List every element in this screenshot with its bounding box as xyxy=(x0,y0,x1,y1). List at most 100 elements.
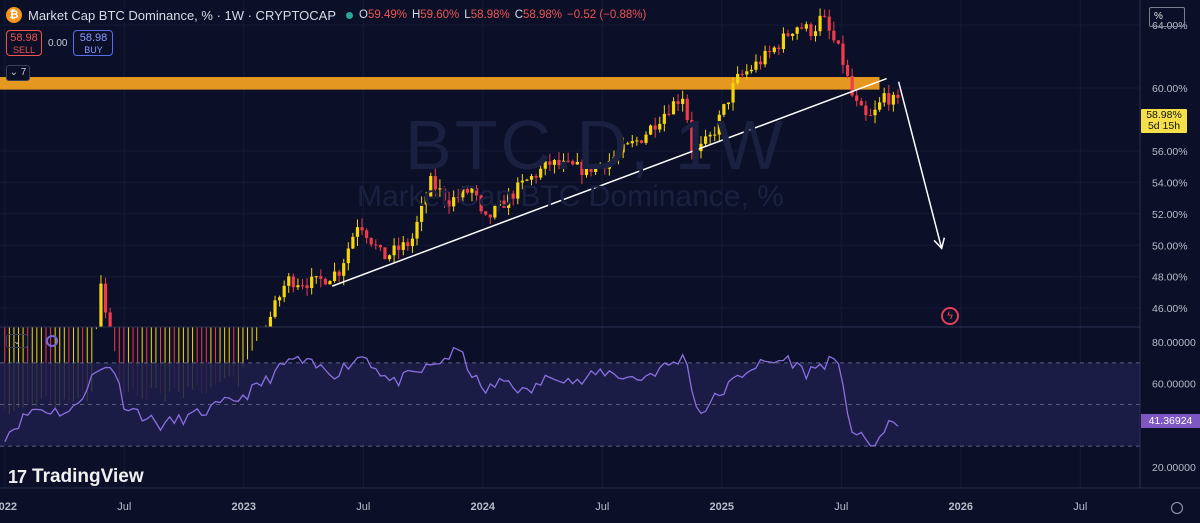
time-tick-label: 2022 xyxy=(0,501,17,513)
candle-body xyxy=(644,134,648,143)
candle-body xyxy=(882,93,886,103)
candle-body xyxy=(896,94,900,98)
candle-body xyxy=(479,195,483,212)
candle-body xyxy=(456,197,460,199)
candle-body xyxy=(502,200,506,208)
candle-body xyxy=(832,30,836,41)
candle-body xyxy=(374,244,378,246)
candle-body xyxy=(369,237,373,245)
candle-body xyxy=(703,136,708,144)
candle-body xyxy=(813,31,818,37)
candle-body xyxy=(328,280,332,285)
candle-body xyxy=(305,285,309,289)
candle-body xyxy=(543,161,547,169)
candle-body xyxy=(708,134,712,137)
indicator-settings-icon[interactable] xyxy=(46,335,58,347)
scale-percent-button[interactable]: % xyxy=(1149,7,1185,27)
candle-body xyxy=(429,175,433,197)
candle-body xyxy=(745,71,749,75)
trade-panel: 58.98 SELL 0.00 58.98 BUY xyxy=(6,30,114,56)
candle-body xyxy=(607,160,611,169)
candle-body xyxy=(520,180,524,183)
candle-body xyxy=(768,50,772,53)
drawings xyxy=(331,77,946,287)
candle-body xyxy=(296,285,300,288)
candle-body xyxy=(754,61,758,70)
last-price-label: 58.98% 5d 15h xyxy=(1141,109,1187,133)
candle-body xyxy=(488,214,492,218)
candle-body xyxy=(410,238,415,247)
chevron-down-icon[interactable]: ⌄ xyxy=(6,334,28,348)
candle-body xyxy=(878,102,882,110)
candle-body xyxy=(355,227,360,237)
candle-body xyxy=(365,230,369,238)
projection-arrow-head xyxy=(933,237,946,250)
candle-body xyxy=(868,115,873,117)
candle-body xyxy=(552,159,557,165)
time-tick-label: 2025 xyxy=(710,501,734,513)
rsi-value-label: 41.36924 xyxy=(1141,414,1200,428)
time-tick-label: Jul xyxy=(1073,501,1087,513)
clock-icon[interactable] xyxy=(1171,502,1183,514)
candle-body xyxy=(887,93,891,105)
candle-body xyxy=(99,283,103,327)
candles xyxy=(4,8,900,414)
price-tick-label: 56.00% xyxy=(1152,146,1188,158)
market-status-icon xyxy=(346,11,353,19)
candle-body xyxy=(351,236,355,249)
candle-body xyxy=(649,125,653,135)
candle-body xyxy=(694,151,699,153)
candle-body xyxy=(277,297,282,301)
candle-body xyxy=(653,125,657,130)
candle-body xyxy=(493,205,497,218)
candle-body xyxy=(507,193,511,208)
candle-body xyxy=(800,27,804,29)
candle-body xyxy=(713,134,717,136)
candle-body xyxy=(332,271,337,281)
candle-body xyxy=(273,300,277,317)
watermark-symbol: BTC.D, 1W xyxy=(405,106,786,184)
sell-button[interactable]: 58.98 SELL xyxy=(6,30,42,56)
candle-body xyxy=(406,242,410,247)
candle-body xyxy=(639,140,644,143)
candle-body xyxy=(635,140,639,142)
candle-body xyxy=(401,242,405,250)
candle-body xyxy=(749,69,753,72)
candle-body xyxy=(397,245,401,250)
rsi-tick-label: 80.00000 xyxy=(1152,337,1196,349)
candle-body xyxy=(804,24,808,29)
candle-body xyxy=(571,160,575,165)
bitcoin-icon: ₿ xyxy=(6,7,22,23)
candle-body xyxy=(346,248,350,264)
candle-body xyxy=(630,141,634,144)
candle-body xyxy=(763,50,767,65)
time-tick-label: 2023 xyxy=(232,501,256,513)
price-tick-label: 52.00% xyxy=(1152,209,1188,221)
candle-body xyxy=(598,164,602,166)
symbol-title[interactable]: Market Cap BTC Dominance, % · 1W · CRYPT… xyxy=(28,7,336,23)
candle-body xyxy=(621,144,625,153)
time-tick-label: 2024 xyxy=(471,501,496,513)
candle-body xyxy=(529,175,534,180)
candle-body xyxy=(584,164,589,176)
candle-body xyxy=(438,188,442,190)
candle-body xyxy=(667,113,671,115)
candle-body xyxy=(378,245,382,248)
candle-body xyxy=(850,75,854,96)
candle-body xyxy=(612,157,616,161)
candle-body xyxy=(433,175,437,190)
rsi-controls: ⌄ xyxy=(6,334,58,348)
indicator-toggle-button[interactable]: ⌄ 7 xyxy=(6,65,30,81)
rsi-series-line xyxy=(4,346,899,447)
candle-body xyxy=(300,285,305,287)
candle-body xyxy=(809,24,813,37)
lightning-icon[interactable]: ϟ xyxy=(941,307,959,325)
candle-body xyxy=(323,278,328,285)
candle-body xyxy=(465,188,469,193)
candle-body xyxy=(594,165,598,172)
candle-body xyxy=(589,164,593,172)
buy-button[interactable]: 58.98 BUY xyxy=(73,30,114,56)
candle-body xyxy=(722,104,726,115)
candle-body xyxy=(539,168,543,178)
